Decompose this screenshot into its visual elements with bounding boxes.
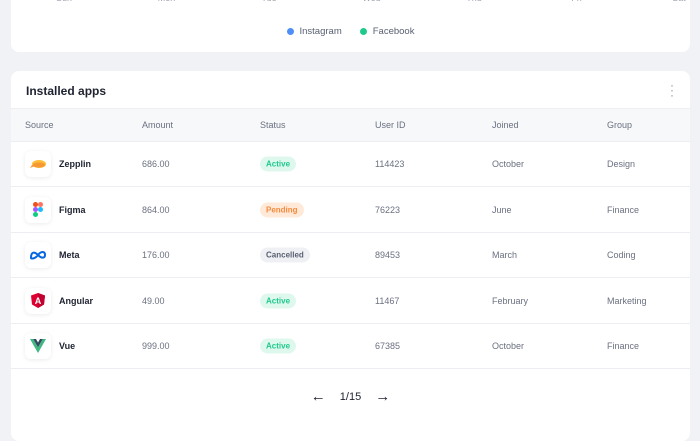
table-row[interactable]: Zepplin 686.00 Active 114423 October Des…	[11, 142, 690, 187]
x-tick-label: Thu	[466, 0, 482, 3]
x-tick-label: Fri	[571, 0, 582, 3]
column-header[interactable]: Joined	[492, 120, 519, 130]
amount: 686.00	[142, 159, 170, 169]
joined: October	[492, 341, 525, 351]
next-page-arrow-icon[interactable]: →	[375, 388, 391, 405]
status-badge: Active	[260, 293, 297, 308]
amount: 49.00	[142, 295, 165, 306]
status-badge: Pending	[260, 202, 304, 217]
user-id: 67385	[375, 341, 401, 351]
x-axis-days: Sun Mon Tue Wed Thu Fri Sat	[11, 0, 690, 5]
x-tick-label: Tue	[261, 0, 276, 3]
joined: June	[492, 204, 512, 215]
legend-facebook[interactable]: Facebook	[359, 26, 415, 37]
instagram-dot-icon	[286, 27, 294, 35]
figma-icon	[25, 196, 51, 223]
status-badge: Active	[260, 338, 297, 354]
angular-icon: A	[25, 287, 51, 314]
source-name: Vue	[59, 341, 76, 351]
column-header[interactable]: Group	[607, 120, 633, 130]
chart-card: Sun Mon Tue Wed Thu Fri Sat Instagram Facebook	[11, 0, 690, 52]
x-tick-label: Sun	[56, 0, 72, 3]
installed-apps-card: Installed apps · · · Source Amount Status Use…	[11, 71, 690, 441]
svg-text:A: A	[35, 296, 42, 306]
status-badge: Active	[260, 156, 297, 172]
legend-label: Facebook	[372, 26, 415, 37]
joined: October	[492, 159, 525, 169]
column-header[interactable]: Amount	[142, 120, 174, 130]
meta-icon	[25, 242, 51, 268]
status-badge: Cancelled	[260, 247, 310, 263]
column-header[interactable]: Status	[260, 120, 286, 130]
source-name: Figma	[59, 204, 86, 215]
column-header[interactable]: User ID	[375, 120, 406, 130]
x-tick-label: Wed	[362, 0, 380, 3]
source-name: Meta	[59, 250, 80, 260]
user-id: 89453	[375, 250, 401, 260]
joined: February	[492, 295, 529, 306]
column-header[interactable]: Source	[25, 120, 54, 130]
x-tick-label: Sat	[672, 0, 686, 3]
legend-instagram[interactable]: Instagram	[286, 26, 342, 37]
prev-page-arrow-icon[interactable]: ←	[310, 388, 326, 405]
legend-label: Instagram	[299, 26, 342, 37]
amount: 176.00	[142, 250, 170, 260]
x-tick-label: Mon	[158, 0, 176, 3]
table-row[interactable]: Meta 176.00 Cancelled 89453 March Coding	[11, 233, 690, 278]
amount: 999.00	[142, 341, 170, 351]
source-name: Angular	[59, 295, 94, 306]
group: Design	[607, 159, 636, 169]
group: Finance	[607, 341, 640, 351]
table-row[interactable]: Vue 999.00 Active 67385 October Finance	[11, 324, 690, 369]
amount: 864.00	[142, 204, 170, 215]
zeplin-icon	[25, 151, 51, 177]
group: Marketing	[607, 295, 647, 306]
user-id: 76223	[375, 204, 401, 215]
user-id: 114423	[375, 159, 405, 169]
facebook-dot-icon	[359, 27, 367, 35]
source-name: Zepplin	[59, 159, 91, 169]
joined: March	[492, 250, 518, 260]
user-id: 11467	[375, 295, 400, 306]
table-row[interactable]: Figma 864.00 Pending 76223 June Finance	[11, 188, 690, 233]
table-header: Source Amount Status User ID Joined Group	[11, 108, 690, 142]
pagination: ← 1/15 →	[11, 388, 690, 405]
page-indicator: 1/15	[339, 390, 362, 403]
card-title: Installed apps	[26, 84, 107, 98]
vue-icon	[25, 333, 51, 359]
more-options-icon[interactable]: · · ·	[670, 78, 674, 102]
table-row[interactable]: A Angular 49.00 Active 11467 February Ma…	[11, 279, 690, 324]
group: Finance	[607, 204, 640, 215]
chart-legend: Instagram Facebook	[11, 26, 690, 37]
group: Coding	[607, 250, 636, 260]
